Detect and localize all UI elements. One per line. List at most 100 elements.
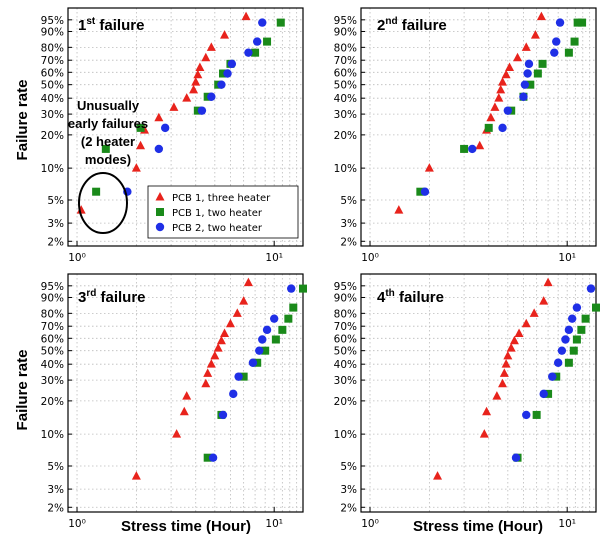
panel-4: 95%90% 80%70%60%50%40% 30% 20% 10% 5% 3% 2% 10⁰ 1… xyxy=(334,273,600,530)
y-axis-title-bottom: Failure rate xyxy=(14,350,31,431)
y-tick-label: 90% xyxy=(334,292,357,304)
marker-triangle xyxy=(503,350,513,360)
y-axis-title-top: Failure rate xyxy=(14,80,31,161)
y-tick-label: 2% xyxy=(47,502,64,514)
marker-circle xyxy=(154,144,164,154)
y-tick-label: 40% xyxy=(334,93,357,105)
marker-triangle xyxy=(529,308,539,317)
marker-triangle xyxy=(433,471,443,480)
marker-triangle xyxy=(490,102,500,111)
y-tick-label: 95% xyxy=(41,15,64,27)
y-tick-label: 2% xyxy=(340,236,357,248)
marker-square xyxy=(251,48,260,57)
marker-square xyxy=(101,144,110,153)
annotation-ellipse xyxy=(78,172,128,234)
marker-circle xyxy=(269,314,279,323)
y-tick-label: 10% xyxy=(41,429,64,441)
y-tick-label: 20% xyxy=(334,130,357,142)
marker-triangle xyxy=(506,343,516,352)
annotation-line: Unusually xyxy=(77,98,140,113)
marker-square xyxy=(136,123,145,132)
y-tick-label: 70% xyxy=(334,55,357,67)
marker-circle xyxy=(223,69,232,78)
marker-square xyxy=(271,335,280,344)
marker-triangle xyxy=(131,163,141,172)
y-tick-label: 95% xyxy=(41,281,64,293)
y-tick-label: 80% xyxy=(334,308,357,320)
y-tick-label: 20% xyxy=(41,396,64,408)
marker-circle xyxy=(160,123,170,133)
marker-triangle xyxy=(193,69,203,79)
marker-circle xyxy=(564,325,574,335)
marker-triangle xyxy=(486,112,496,122)
marker-circle xyxy=(248,358,258,367)
marker-triangle xyxy=(475,140,485,150)
marker-circle xyxy=(218,410,228,420)
marker-triangle xyxy=(494,93,504,102)
marker-triangle xyxy=(514,328,524,337)
marker-triangle xyxy=(479,429,489,438)
marker-triangle xyxy=(501,69,511,79)
marker-triangle xyxy=(172,429,182,438)
marker-square xyxy=(526,80,535,89)
marker-triangle xyxy=(241,11,251,21)
y-tick-label: 70% xyxy=(41,321,64,333)
marker-circle xyxy=(208,453,218,462)
marker-triangle xyxy=(136,140,146,150)
marker-triangle xyxy=(513,52,523,62)
marker-triangle xyxy=(539,296,549,305)
y-tick-label: 50% xyxy=(41,346,64,358)
y-tick-label: 10% xyxy=(334,163,357,175)
x-tick-label: 10¹ xyxy=(265,518,283,530)
y-tick-label: 30% xyxy=(41,109,64,121)
y-tick-label: 80% xyxy=(334,42,357,54)
marker-triangle xyxy=(482,406,492,416)
y-tick-label: 30% xyxy=(334,109,357,121)
marker-triangle xyxy=(243,277,253,287)
y-tick-label: 3% xyxy=(47,218,64,230)
marker-circle xyxy=(197,106,207,115)
y-tick-label: 40% xyxy=(41,93,64,105)
plot-frame xyxy=(360,7,597,247)
marker-triangle xyxy=(154,112,164,122)
marker-circle xyxy=(252,37,262,46)
marker-triangle xyxy=(206,359,216,368)
marker-circle xyxy=(524,59,534,69)
marker-circle xyxy=(522,410,531,420)
marker-circle xyxy=(552,37,561,46)
y-tick-label: 90% xyxy=(334,26,357,38)
x-axis-title-right: Stress time (Hour) xyxy=(413,518,543,535)
marker-triangle xyxy=(203,368,213,377)
marker-square xyxy=(578,18,587,27)
marker-circle xyxy=(550,48,559,57)
marker-triangle xyxy=(530,30,540,39)
marker-circle xyxy=(287,284,296,293)
marker-triangle xyxy=(225,318,235,328)
y-tick-label: 20% xyxy=(334,396,357,408)
x-axis-title-left: Stress time (Hour) xyxy=(121,518,251,535)
marker-triangle xyxy=(492,391,502,400)
y-tick-label: 5% xyxy=(47,461,64,473)
panel-1: 95%90% 80%70%60%50%40% 30% 20% 10% 5% 3% 2% 10⁰ 1… xyxy=(41,7,304,264)
marker-square xyxy=(544,389,553,398)
y-tick-label: 10% xyxy=(41,163,64,175)
y-tick-label: 2% xyxy=(340,502,357,514)
legend-marker-triangle xyxy=(155,192,165,201)
plot-frame xyxy=(360,273,597,513)
marker-square xyxy=(569,346,578,355)
annotation-line: early failures xyxy=(68,116,148,131)
marker-circle xyxy=(227,59,237,69)
y-tick-label: 40% xyxy=(41,359,64,371)
marker-triangle xyxy=(201,378,211,388)
y-tick-label: 60% xyxy=(334,333,357,345)
marker-triangle xyxy=(191,77,201,86)
marker-triangle xyxy=(179,406,189,416)
marker-circle xyxy=(262,325,272,335)
plot-frame xyxy=(67,273,304,513)
marker-triangle xyxy=(210,350,220,360)
y-tick-label: 5% xyxy=(47,195,64,207)
marker-circle xyxy=(557,346,567,355)
panel-title: 2nd failure xyxy=(377,16,447,34)
marker-square xyxy=(573,18,582,27)
